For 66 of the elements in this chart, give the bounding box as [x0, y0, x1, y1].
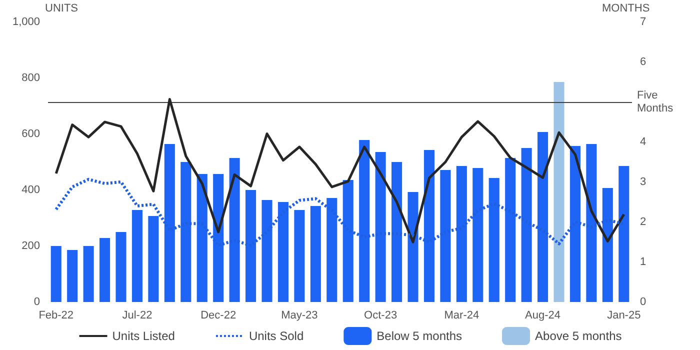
x-tick-label: Jul-22 [122, 310, 152, 322]
y2-tick-label: 3 [640, 176, 646, 188]
bar [278, 202, 288, 302]
bar [424, 150, 434, 302]
bar [262, 200, 272, 302]
y2-tick-label: 6 [640, 56, 646, 68]
bar [392, 162, 402, 302]
x-tick-label: Mar-24 [444, 310, 480, 322]
bar [521, 148, 532, 302]
legend-label: Below 5 months [376, 329, 462, 343]
bar [570, 146, 580, 302]
legend-label: Units Listed [112, 329, 175, 343]
bar [359, 140, 370, 302]
bar [440, 170, 451, 302]
legend-label: Units Sold [248, 329, 304, 343]
line-series [54, 98, 626, 244]
bar [148, 216, 159, 302]
y-tick-label: 600 [22, 128, 40, 140]
bar [246, 190, 256, 302]
bar [554, 82, 564, 302]
y2-tick-label: 0 [640, 296, 646, 308]
y2-tick-label: 7 [640, 16, 646, 28]
bar [196, 174, 208, 302]
bar [488, 178, 500, 302]
y-axis-title: UNITS [45, 2, 78, 14]
bar [213, 174, 224, 302]
legend-label: Above 5 months [535, 329, 622, 343]
x-tick-label: Dec-22 [200, 310, 236, 322]
x-tick-label: Oct-23 [364, 310, 398, 322]
bar [116, 232, 126, 302]
y-tick-label: 800 [22, 72, 40, 84]
bar [538, 132, 548, 302]
y2-tick-label: 2 [640, 216, 646, 228]
bar [83, 246, 94, 302]
bar [342, 180, 354, 302]
bar [456, 166, 467, 302]
y2-tick-label: 1 [640, 256, 646, 268]
x-tick-label: Feb-22 [38, 310, 74, 322]
bar [326, 198, 338, 302]
bar [505, 158, 516, 302]
y-tick-label: 1,000 [12, 16, 40, 28]
y-tick-label: 200 [22, 240, 40, 252]
bar [618, 166, 630, 302]
bar [180, 162, 192, 302]
y2-tick-label: 4 [640, 136, 646, 148]
ref-line-label: Five Months [637, 90, 674, 114]
x-tick-label: Aug-24 [525, 310, 561, 322]
bar [294, 210, 305, 302]
line-series [54, 178, 626, 247]
y-tick-label: 0 [34, 296, 40, 308]
bar [229, 158, 240, 302]
bar [602, 188, 613, 302]
bar [100, 238, 110, 302]
bar [375, 152, 386, 302]
bar [586, 144, 597, 302]
bar [50, 246, 62, 302]
bar [132, 210, 142, 302]
y2-axis-title: MONTHS [602, 2, 650, 14]
bar [164, 144, 175, 302]
bar [310, 206, 321, 302]
x-tick-label: May-23 [281, 310, 318, 322]
bar [408, 192, 418, 302]
y-tick-label: 400 [22, 184, 40, 196]
x-tick-label: Jan-25 [607, 310, 641, 322]
bar [67, 250, 78, 302]
bar [472, 168, 484, 302]
